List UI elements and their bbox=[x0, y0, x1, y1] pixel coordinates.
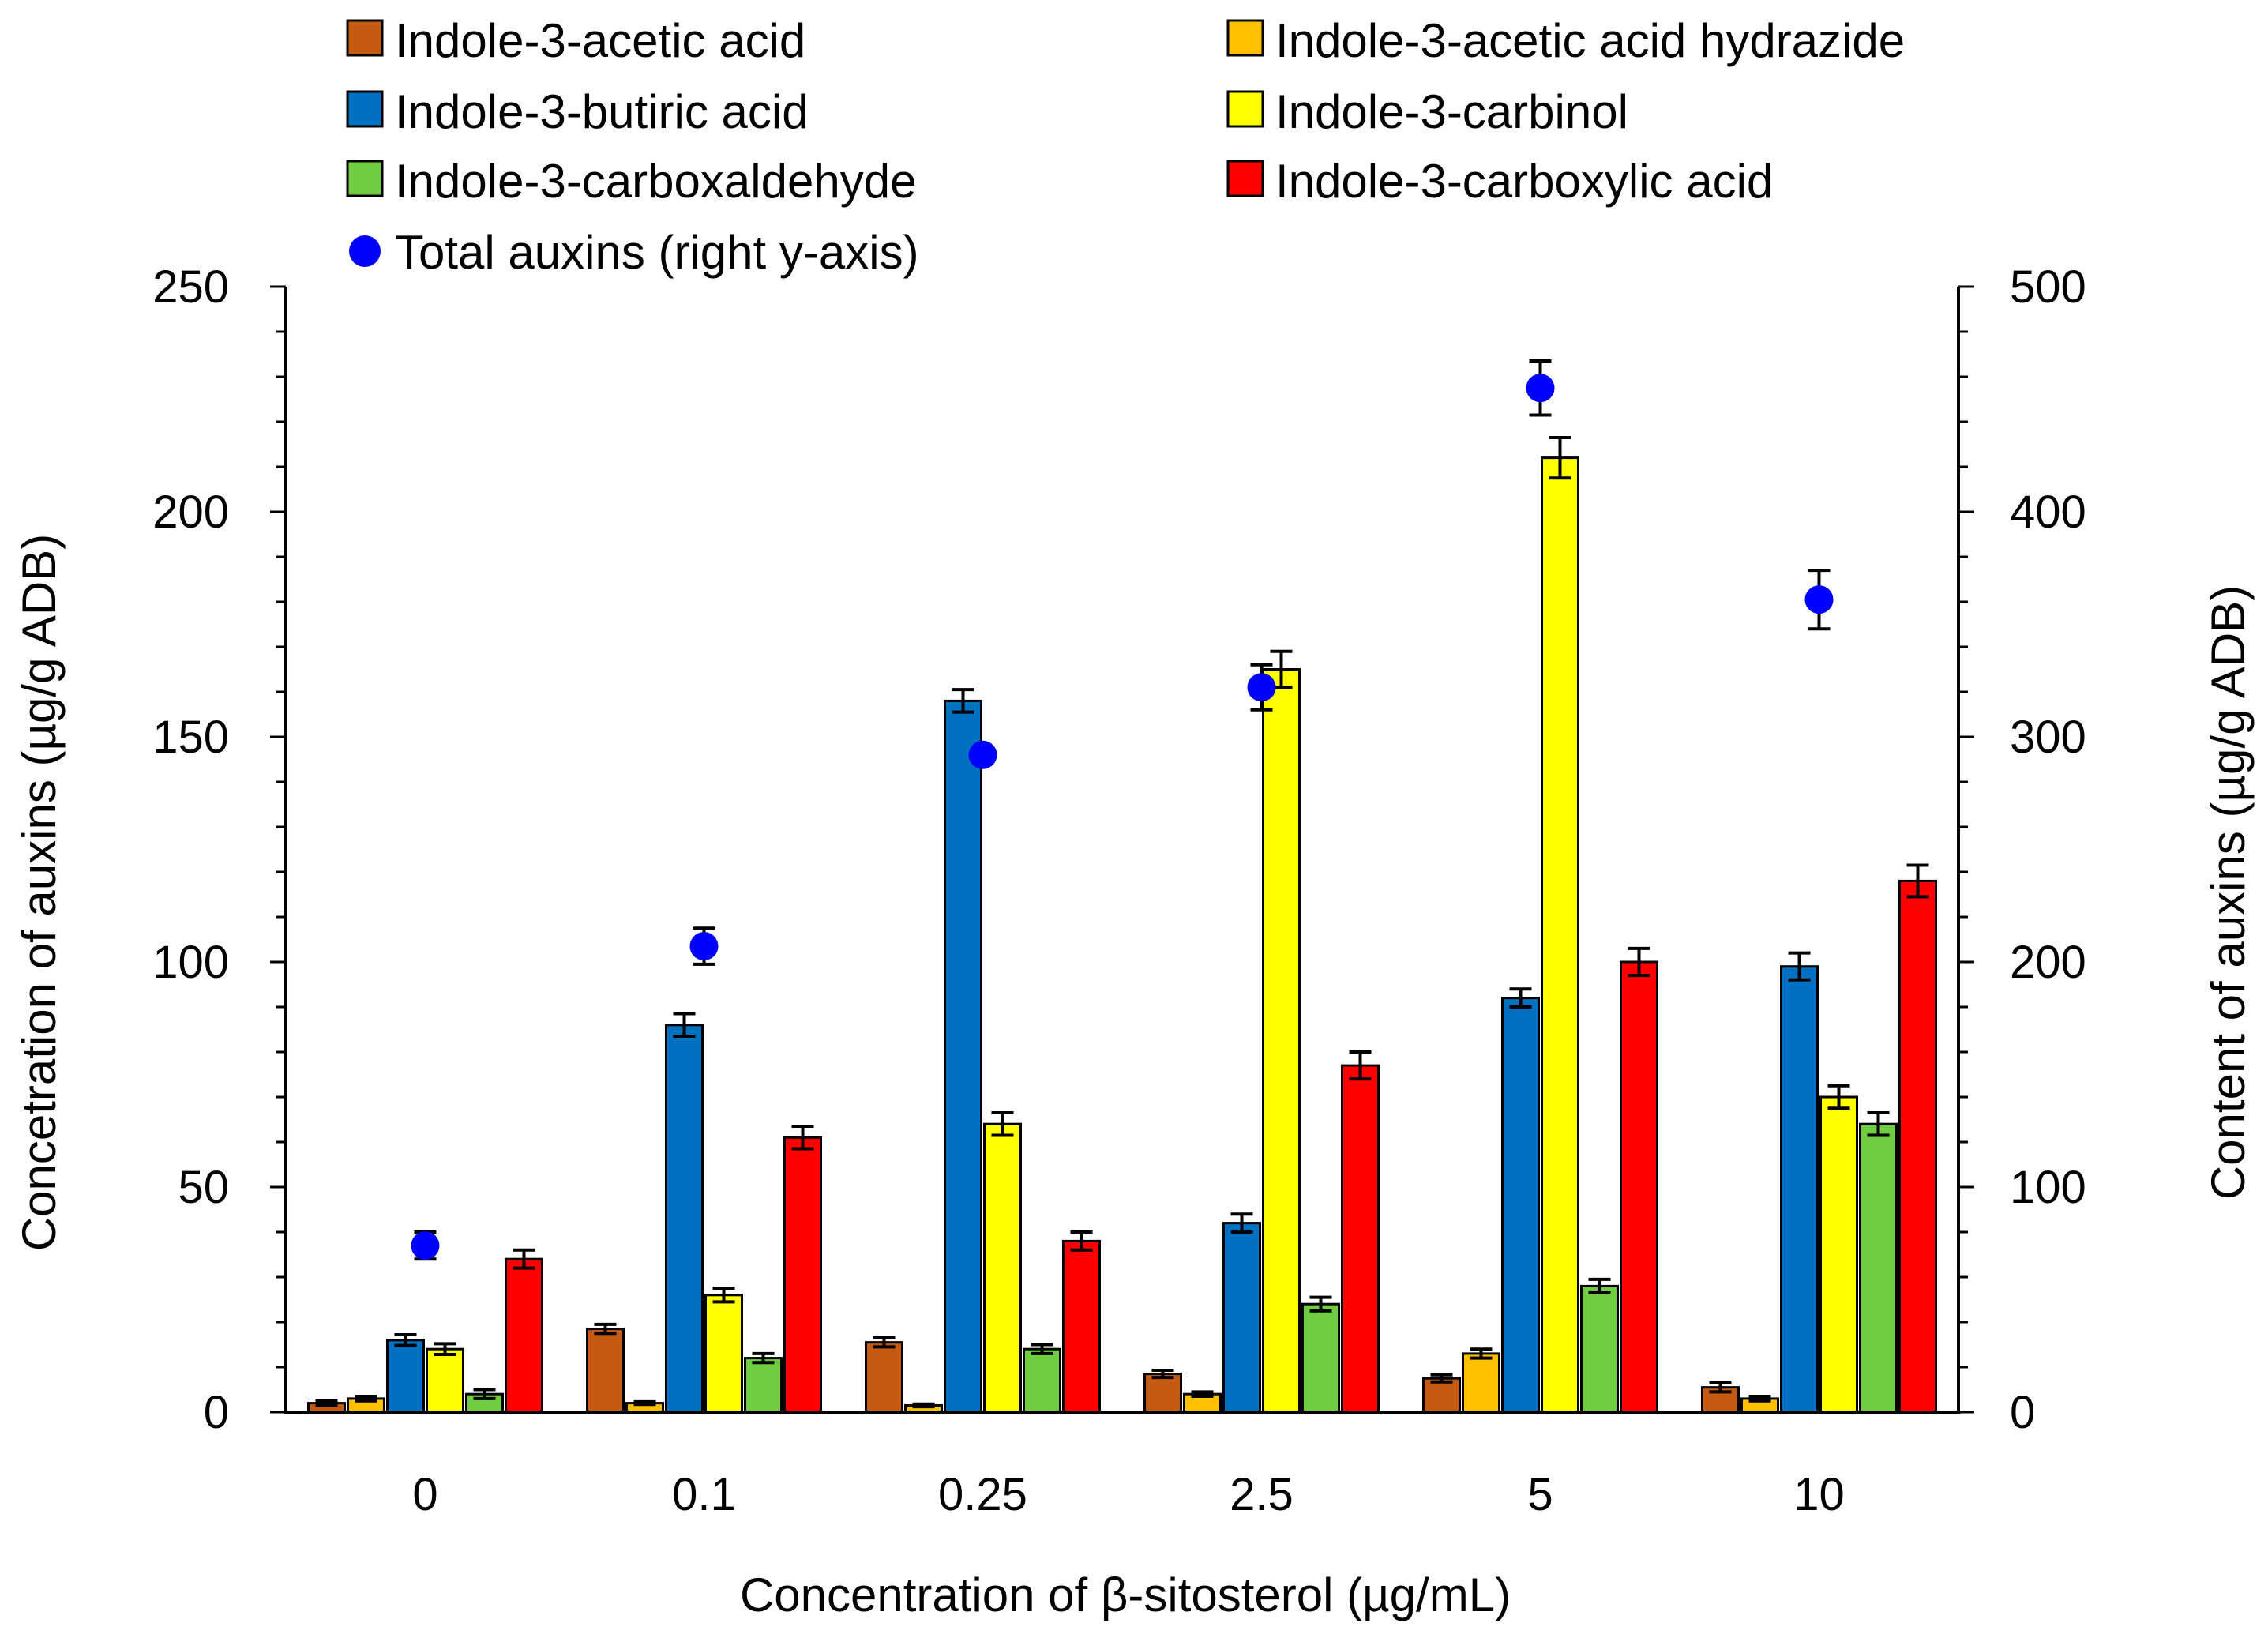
plot-marks bbox=[307, 359, 1937, 1414]
legend-label: Indole-3-butiric acid bbox=[395, 85, 809, 138]
bar bbox=[865, 1341, 903, 1414]
bar bbox=[704, 1294, 743, 1414]
right-tick-label: 0 bbox=[2010, 1387, 2035, 1438]
bar bbox=[1819, 1095, 1858, 1414]
bar bbox=[1062, 1239, 1101, 1414]
left-tick-label: 0 bbox=[204, 1387, 229, 1438]
right-tick-label: 400 bbox=[2010, 487, 2086, 538]
bar bbox=[505, 1257, 543, 1414]
total-auxins-point bbox=[1804, 585, 1834, 614]
left-tick-label: 200 bbox=[152, 487, 229, 538]
legend-swatch bbox=[1226, 160, 1264, 197]
bar bbox=[665, 1024, 704, 1414]
total-auxins-point bbox=[411, 1231, 440, 1260]
left-tick-label: 150 bbox=[152, 712, 229, 763]
left-tick-label: 50 bbox=[178, 1162, 229, 1213]
x-tick-label: 0.25 bbox=[938, 1469, 1027, 1520]
right-tick-label: 200 bbox=[2010, 937, 2086, 988]
bar bbox=[1898, 879, 1937, 1414]
bar bbox=[1301, 1302, 1340, 1414]
legend-label: Indole-3-acetic acid bbox=[395, 14, 805, 67]
left-tick-label: 100 bbox=[152, 937, 229, 988]
bar bbox=[1780, 965, 1819, 1414]
right-tick-label: 300 bbox=[2010, 712, 2086, 763]
legend-swatch bbox=[1226, 19, 1264, 57]
bar bbox=[1222, 1222, 1261, 1414]
bar bbox=[1541, 456, 1579, 1414]
legend-swatch bbox=[346, 19, 384, 57]
legend-label: Indole-3-carbinol bbox=[1275, 85, 1628, 138]
legend: Indole-3-acetic acid Indole-3-acetic acid… bbox=[346, 14, 1905, 279]
bar bbox=[1859, 1122, 1898, 1414]
bar bbox=[386, 1339, 425, 1414]
total-auxins-point bbox=[1247, 673, 1276, 702]
legend-swatch bbox=[346, 90, 384, 128]
axes: Concetration of auxins (µg/g ADB) Conten… bbox=[13, 261, 2255, 1621]
left-tick-label: 250 bbox=[152, 261, 229, 313]
right-tick-label: 500 bbox=[2010, 261, 2086, 313]
x-axis-title: Concentration of β-sitosterol (µg/mL) bbox=[740, 1568, 1511, 1621]
bar bbox=[944, 699, 982, 1414]
legend-label: Indole-3-carboxylic acid bbox=[1275, 155, 1773, 208]
total-auxins-point bbox=[968, 740, 997, 769]
total-auxins-point bbox=[689, 932, 719, 961]
y-axis-title: Concetration of auxins (µg/g ADB) bbox=[13, 534, 66, 1251]
bar bbox=[1143, 1373, 1182, 1414]
bar bbox=[983, 1122, 1022, 1414]
bar bbox=[744, 1357, 783, 1414]
bar bbox=[586, 1328, 625, 1414]
legend-label-total: Total auxins (right y-axis) bbox=[395, 226, 919, 279]
bar bbox=[1341, 1064, 1380, 1414]
bar bbox=[1580, 1284, 1619, 1414]
legend-marker-total bbox=[349, 235, 381, 267]
bar bbox=[1462, 1352, 1500, 1414]
x-tick-label: 0 bbox=[412, 1469, 437, 1520]
right-tick-label: 100 bbox=[2010, 1162, 2086, 1213]
y2-axis-title: Content of auxins (µg/g ADB) bbox=[2202, 585, 2255, 1200]
legend-swatch bbox=[346, 160, 384, 197]
legend-label: Indole-3-acetic acid hydrazide bbox=[1275, 14, 1905, 67]
legend-label: Indole-3-carboxaldehyde bbox=[395, 155, 916, 208]
bar bbox=[426, 1347, 464, 1414]
bar bbox=[783, 1136, 822, 1414]
bar bbox=[1023, 1347, 1061, 1414]
bar bbox=[1620, 960, 1658, 1414]
x-tick-label: 5 bbox=[1527, 1469, 1553, 1520]
legend-swatch bbox=[1226, 90, 1264, 128]
x-tick-label: 10 bbox=[1793, 1469, 1845, 1520]
x-tick-label: 0.1 bbox=[672, 1469, 736, 1520]
bar bbox=[1501, 997, 1540, 1414]
x-tick-label: 2.5 bbox=[1230, 1469, 1294, 1520]
total-auxins-point bbox=[1526, 374, 1555, 403]
bar bbox=[1262, 668, 1301, 1414]
